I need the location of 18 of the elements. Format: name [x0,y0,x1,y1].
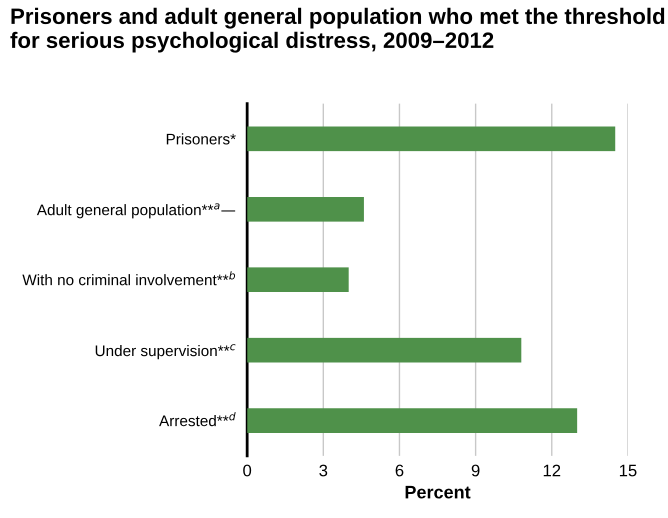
bar [247,267,349,292]
y-tick-label: With no criminal involvement**$^{b}$ [22,271,236,286]
x-tick-label: 15 [620,464,636,476]
x-tick-label: 9 [472,464,480,476]
bar [247,338,522,362]
y-tick-label: Prisoners* [166,133,236,145]
x-axis-title: Percent [406,486,470,499]
x-tick-label: 3 [319,464,328,476]
y-tick-label: Arrested**$^{d}$ [159,412,236,426]
bar [247,126,616,152]
bar [247,408,578,433]
x-tick-label: 0 [243,464,252,476]
x-tick-label: 12 [544,464,560,476]
y-tick-label: Adult general population**$^{a}$— [36,203,236,218]
chart-title: Prisoners and adult general population who met the threshold for serious psychological distress, 2009–2012 [10,8,664,53]
x-tick-label: 6 [396,464,404,476]
y-tick-label: Under supervision**$^{c}$ [96,344,236,360]
bar [247,196,364,222]
